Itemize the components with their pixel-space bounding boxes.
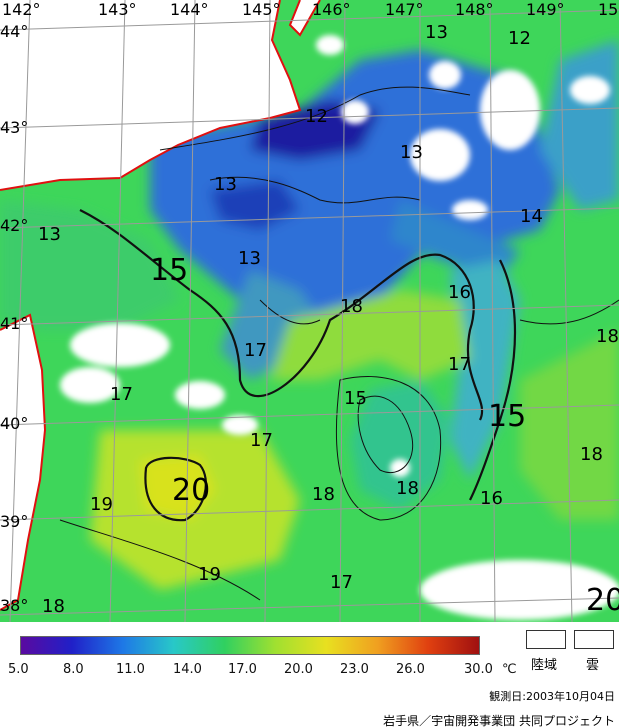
credit-line: 岩手県／宇宙開発事業団 共同プロジェクト bbox=[383, 714, 615, 728]
isotherm-label: 12 bbox=[508, 28, 531, 49]
colorbar-tick: 17.0 bbox=[228, 662, 257, 677]
colorbar-tick: 11.0 bbox=[116, 662, 145, 677]
longitude-label: 148° bbox=[455, 0, 494, 19]
colorbar-unit: ℃ bbox=[502, 662, 517, 677]
longitude-label: 149° bbox=[526, 0, 565, 19]
isotherm-label: 13 bbox=[238, 248, 261, 269]
isotherm-label: 15 bbox=[488, 399, 527, 434]
isotherm-label: 20 bbox=[586, 583, 619, 618]
latitude-label: 42° bbox=[0, 216, 29, 235]
latitude-label: 44° bbox=[0, 22, 29, 41]
colorbar-tick: 8.0 bbox=[63, 662, 84, 677]
latitude-label: 40° bbox=[0, 414, 29, 433]
isotherm-label: 13 bbox=[38, 224, 61, 245]
colorbar-tick: 5.0 bbox=[8, 662, 29, 677]
colorbar-tick: 30.0 bbox=[464, 662, 493, 677]
cloud-label: 雲 bbox=[586, 658, 600, 673]
isotherm-label: 19 bbox=[198, 564, 221, 585]
sea-surface-temperature-map bbox=[0, 0, 619, 622]
isotherm-label: 18 bbox=[596, 326, 619, 347]
graticule bbox=[0, 0, 619, 622]
latitude-label: 41° bbox=[0, 314, 29, 333]
isotherm-label: 17 bbox=[244, 340, 267, 361]
observation-date: 観測日:2003年10月04日 bbox=[489, 690, 615, 703]
colorbar-tick: 23.0 bbox=[340, 662, 369, 677]
isotherm-label: 17 bbox=[330, 572, 353, 593]
latitude-label: 39° bbox=[0, 512, 29, 531]
isotherm-label: 15 bbox=[344, 388, 367, 409]
colorbar-tick: 20.0 bbox=[284, 662, 313, 677]
isotherm-label: 14 bbox=[520, 206, 543, 227]
isotherm-label: 18 bbox=[42, 596, 65, 617]
isotherm-label: 17 bbox=[448, 354, 471, 375]
longitude-label: 146° bbox=[312, 0, 351, 19]
isotherm-label: 12 bbox=[305, 106, 328, 127]
isotherm-label: 20 bbox=[172, 473, 211, 508]
cloud-swatch bbox=[574, 630, 614, 649]
longitude-label: 144° bbox=[170, 0, 209, 19]
isotherm-label: 16 bbox=[480, 488, 503, 509]
isotherm-label: 17 bbox=[110, 384, 133, 405]
longitude-label: 15 bbox=[598, 0, 619, 19]
isotherm-label: 18 bbox=[340, 296, 363, 317]
isotherm-label: 13 bbox=[400, 142, 423, 163]
land-swatch bbox=[526, 630, 566, 649]
isotherm-label: 18 bbox=[396, 478, 419, 499]
latitude-label: 38° bbox=[0, 596, 29, 615]
isotherm-label: 15 bbox=[150, 253, 189, 288]
isotherm-label: 13 bbox=[425, 22, 448, 43]
temperature-colorbar bbox=[20, 636, 480, 655]
isotherm-label: 16 bbox=[448, 282, 471, 303]
isotherm-label: 18 bbox=[580, 444, 603, 465]
land-label: 陸域 bbox=[531, 658, 558, 673]
longitude-label: 142° bbox=[2, 0, 41, 19]
colorbar-tick: 26.0 bbox=[396, 662, 425, 677]
land-masses bbox=[0, 0, 321, 611]
longitude-label: 147° bbox=[385, 0, 424, 19]
isotherm-label: 18 bbox=[312, 484, 335, 505]
cloud-patches bbox=[60, 35, 619, 620]
isotherm-label: 17 bbox=[250, 430, 273, 451]
isotherm-label: 19 bbox=[90, 494, 113, 515]
longitude-label: 143° bbox=[98, 0, 137, 19]
latitude-label: 43° bbox=[0, 118, 29, 137]
colorbar-tick: 14.0 bbox=[173, 662, 202, 677]
longitude-label: 145° bbox=[242, 0, 281, 19]
legend-panel: 5.0 8.0 11.0 14.0 17.0 20.0 23.0 26.0 30… bbox=[0, 622, 619, 728]
isotherm-label: 13 bbox=[214, 174, 237, 195]
